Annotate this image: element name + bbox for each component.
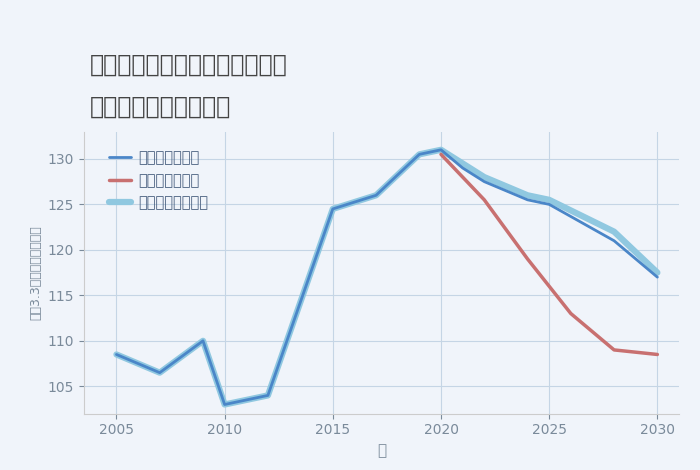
ノーマルシナリオ	[415, 151, 424, 157]
ノーマルシナリオ	[437, 147, 445, 153]
ノーマルシナリオ	[610, 229, 618, 235]
グッドシナリオ	[610, 238, 618, 243]
ノーマルシナリオ	[199, 338, 207, 344]
ノーマルシナリオ	[372, 192, 380, 198]
Text: 愛知県名古屋市瑞穂区弥富通の: 愛知県名古屋市瑞穂区弥富通の	[90, 53, 288, 77]
ノーマルシナリオ	[545, 197, 554, 203]
ノーマルシナリオ	[328, 206, 337, 212]
ノーマルシナリオ	[524, 192, 532, 198]
バッドシナリオ	[524, 256, 532, 262]
グッドシナリオ	[155, 370, 164, 376]
ノーマルシナリオ	[653, 270, 662, 275]
グッドシナリオ	[328, 206, 337, 212]
グッドシナリオ	[112, 352, 120, 357]
Text: 中古戸建ての価格推移: 中古戸建ての価格推移	[90, 95, 231, 119]
ノーマルシナリオ	[112, 352, 120, 357]
バッドシナリオ	[480, 197, 489, 203]
バッドシナリオ	[653, 352, 662, 357]
グッドシナリオ	[415, 151, 424, 157]
グッドシナリオ	[480, 179, 489, 184]
Line: ノーマルシナリオ: ノーマルシナリオ	[116, 150, 657, 405]
グッドシナリオ	[545, 202, 554, 207]
バッドシナリオ	[437, 151, 445, 157]
Legend: グッドシナリオ, バッドシナリオ, ノーマルシナリオ: グッドシナリオ, バッドシナリオ, ノーマルシナリオ	[103, 145, 214, 216]
Line: グッドシナリオ: グッドシナリオ	[116, 150, 657, 405]
グッドシナリオ	[524, 197, 532, 203]
ノーマルシナリオ	[458, 161, 467, 166]
バッドシナリオ	[610, 347, 618, 353]
ノーマルシナリオ	[264, 392, 272, 398]
バッドシナリオ	[566, 311, 575, 316]
グッドシナリオ	[199, 338, 207, 344]
Line: バッドシナリオ: バッドシナリオ	[441, 154, 657, 354]
グッドシナリオ	[458, 165, 467, 171]
Y-axis label: 坪（3.3㎡）単価（万円）: 坪（3.3㎡）単価（万円）	[29, 225, 42, 320]
グッドシナリオ	[220, 402, 229, 407]
ノーマルシナリオ	[220, 402, 229, 407]
グッドシナリオ	[437, 147, 445, 153]
ノーマルシナリオ	[155, 370, 164, 376]
グッドシナリオ	[264, 392, 272, 398]
グッドシナリオ	[372, 192, 380, 198]
X-axis label: 年: 年	[377, 443, 386, 458]
グッドシナリオ	[653, 274, 662, 280]
ノーマルシナリオ	[480, 174, 489, 180]
